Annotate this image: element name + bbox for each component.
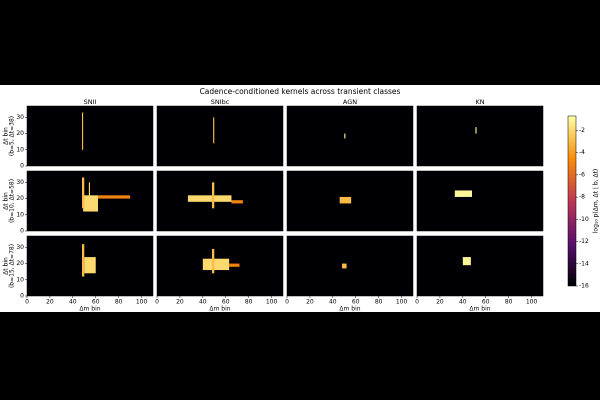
heat-cell	[81, 112, 84, 150]
colorbar-tick-label: -10	[579, 216, 589, 223]
x-tick-label: 20	[176, 299, 184, 306]
heat-cell	[81, 244, 85, 277]
heat-cell	[341, 263, 347, 269]
heat-cell	[211, 182, 215, 209]
x-tick-label: 100	[266, 299, 278, 306]
colorbar-tick-label: -14	[579, 260, 589, 267]
x-tick-label: 40	[199, 299, 207, 306]
x-tick-label: 40	[459, 299, 467, 306]
y-tick-label: 20	[16, 195, 24, 202]
colorbar-tick-label: -6	[579, 171, 585, 178]
y-tick-label: 10	[16, 211, 24, 218]
heat-cell	[344, 133, 346, 139]
y-axis-label: Δt bin	[3, 257, 10, 275]
panel	[416, 235, 544, 297]
y-tick-label: 30	[16, 179, 24, 186]
row-label: (b=15, Δt=78)	[9, 244, 16, 288]
row-label: (b=10, Δt=58)	[9, 179, 16, 223]
colorbar	[567, 115, 577, 287]
colorbar-label: log₁₀ p(Δm, Δt | b, Δt)	[593, 169, 600, 234]
x-axis-label: Δm bin	[79, 306, 100, 313]
x-tick-label: 0	[415, 299, 419, 306]
y-tick-label: 30	[16, 244, 24, 251]
x-tick-label: 60	[92, 299, 100, 306]
x-tick-label: 80	[505, 299, 513, 306]
x-tick-label: 100	[396, 299, 408, 306]
panel	[416, 105, 544, 167]
heat-cell	[211, 248, 215, 274]
heat-cell	[202, 258, 230, 271]
x-tick-label: 20	[306, 299, 314, 306]
x-tick-label: 80	[245, 299, 253, 306]
panel	[156, 105, 284, 167]
heat-cell	[187, 195, 232, 202]
heat-cell	[213, 117, 215, 144]
panel	[286, 105, 414, 167]
x-axis-label: Δm bin	[209, 306, 230, 313]
colorbar-tick-label: -12	[579, 238, 589, 245]
panel	[416, 170, 544, 232]
heat-cell	[454, 190, 472, 197]
heat-cell	[339, 196, 352, 204]
y-axis-label: Δt bin	[3, 127, 10, 145]
x-tick-label: 0	[155, 299, 159, 306]
column-title: AGN	[343, 98, 357, 106]
y-tick-label: 0	[20, 293, 24, 300]
heat-cell	[231, 200, 243, 204]
y-tick-label: 30	[16, 114, 24, 121]
y-tick-label: 20	[16, 260, 24, 267]
heat-cell	[81, 177, 85, 209]
colorbar-tick-label: -8	[579, 194, 585, 201]
x-tick-label: 0	[25, 299, 29, 306]
colorbar-tick-label: -2	[579, 127, 585, 134]
x-tick-label: 60	[222, 299, 230, 306]
column-title: SNIbc	[211, 98, 230, 106]
y-tick-label: 0	[20, 228, 24, 235]
colorbar-tick-label: -16	[579, 283, 589, 290]
heat-cell	[475, 127, 477, 134]
y-tick-label: 10	[16, 276, 24, 283]
heat-cell	[229, 263, 240, 267]
row-label: (b=5, Δt=38)	[9, 116, 16, 156]
x-axis-label: Δm bin	[469, 306, 490, 313]
x-tick-label: 20	[46, 299, 54, 306]
colorbar-tick-label: -4	[579, 149, 585, 156]
column-title: KN	[475, 98, 484, 106]
heat-cell	[88, 182, 90, 202]
column-title: SNII	[84, 98, 97, 106]
x-tick-label: 60	[482, 299, 490, 306]
x-tick-label: 20	[436, 299, 444, 306]
y-tick-label: 0	[20, 163, 24, 170]
y-tick-label: 20	[16, 130, 24, 137]
x-tick-label: 40	[69, 299, 77, 306]
x-tick-label: 0	[285, 299, 289, 306]
x-tick-label: 60	[352, 299, 360, 306]
x-tick-label: 80	[115, 299, 123, 306]
chart-title: Cadence-conditioned kernels across trans…	[200, 87, 401, 96]
y-tick-label: 10	[16, 146, 24, 153]
x-tick-label: 40	[329, 299, 337, 306]
heat-cell	[83, 195, 99, 212]
y-axis-label: Δt bin	[3, 192, 10, 210]
heat-cell	[98, 195, 131, 199]
panel	[286, 235, 414, 297]
x-tick-label: 100	[136, 299, 148, 306]
x-axis-label: Δm bin	[339, 306, 360, 313]
x-tick-label: 80	[375, 299, 383, 306]
panel	[26, 105, 154, 167]
heat-cell	[84, 257, 96, 274]
x-tick-label: 100	[526, 299, 538, 306]
heat-cell	[462, 257, 471, 266]
